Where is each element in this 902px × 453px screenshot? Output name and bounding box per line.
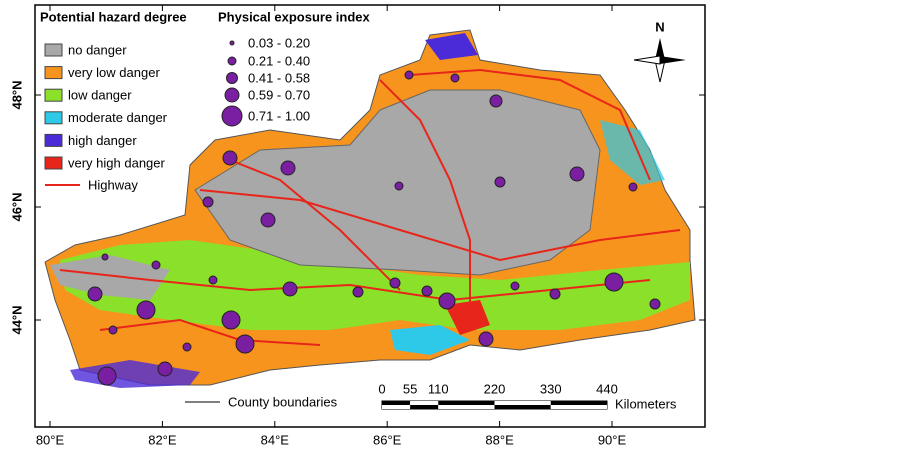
exposure-symbol xyxy=(227,56,237,66)
dynamic-layer: no danger very low danger low danger modera… xyxy=(9,5,705,447)
map-region xyxy=(44,29,696,388)
low-zone xyxy=(60,240,690,330)
scale-segment xyxy=(382,405,411,409)
lat-label: 48°N xyxy=(9,80,24,109)
scale-label: 220 xyxy=(484,381,506,396)
scale-segment xyxy=(410,405,439,409)
hazard-label: high danger xyxy=(68,133,137,148)
hazard-swatch xyxy=(44,43,63,57)
hazard-label: very high danger xyxy=(68,155,166,170)
scale-segment xyxy=(550,405,607,409)
moderate-zone-east xyxy=(600,120,665,185)
exposure-label: 0.03 - 0.20 xyxy=(248,35,310,50)
hazard-swatch xyxy=(44,133,63,147)
hazard-label: low danger xyxy=(68,88,132,103)
lon-label: 82°E xyxy=(148,432,177,447)
north-arrow: N xyxy=(633,19,686,83)
scale-label: 330 xyxy=(540,381,562,396)
exposure-label: 0.59 - 0.70 xyxy=(248,87,310,102)
lon-label: 88°E xyxy=(485,432,514,447)
exposure-symbol xyxy=(226,72,238,84)
scale-segment xyxy=(494,405,551,409)
hazard-legend-title: Potential hazard degree xyxy=(40,9,187,24)
exposure-label: 0.41 - 0.58 xyxy=(248,70,310,85)
hazard-swatch xyxy=(44,156,63,170)
scale-label: 110 xyxy=(428,381,449,396)
exposure-legend-title: Physical exposure index xyxy=(218,9,371,24)
hazard-swatch xyxy=(44,111,63,125)
hazard-label: moderate danger xyxy=(68,110,168,125)
hazard-swatch xyxy=(44,88,63,102)
lon-label: 84°E xyxy=(261,432,290,447)
hazard-swatch xyxy=(44,66,63,80)
county-label: County boundaries xyxy=(228,394,338,409)
scale-segment xyxy=(550,401,607,405)
moderate-zone xyxy=(390,325,470,355)
scale-segment xyxy=(410,401,439,405)
lat-label: 44°N xyxy=(9,305,24,334)
exposure-symbol xyxy=(224,87,240,103)
hazard-label: very low danger xyxy=(68,65,160,80)
lon-label: 90°E xyxy=(598,432,627,447)
scale-segment xyxy=(438,401,495,405)
exposure-label: 0.21 - 0.40 xyxy=(248,53,310,68)
scale-label: 55 xyxy=(403,381,417,396)
exposure-points xyxy=(87,70,661,386)
no-danger-zone-west xyxy=(50,255,170,300)
exposure-symbol xyxy=(221,105,243,127)
scale-unit: Kilometers xyxy=(615,396,677,411)
scale-label: 440 xyxy=(596,381,618,396)
lon-label: 80°E xyxy=(36,432,65,447)
scale-segment xyxy=(494,401,551,405)
lat-label: 46°N xyxy=(9,192,24,221)
lon-label: 86°E xyxy=(373,432,402,447)
highways xyxy=(59,68,681,346)
high-zone xyxy=(425,33,478,60)
scale-segment xyxy=(438,405,495,409)
hazard-label: no danger xyxy=(68,42,127,57)
exposure-symbol xyxy=(229,40,235,46)
highway-label: Highway xyxy=(88,177,138,192)
scale-segment xyxy=(382,401,411,405)
very-high-zone xyxy=(445,300,490,335)
scale-label: 0 xyxy=(378,381,385,396)
north-label: N xyxy=(655,19,664,34)
exposure-label: 0.71 - 1.00 xyxy=(248,108,310,123)
